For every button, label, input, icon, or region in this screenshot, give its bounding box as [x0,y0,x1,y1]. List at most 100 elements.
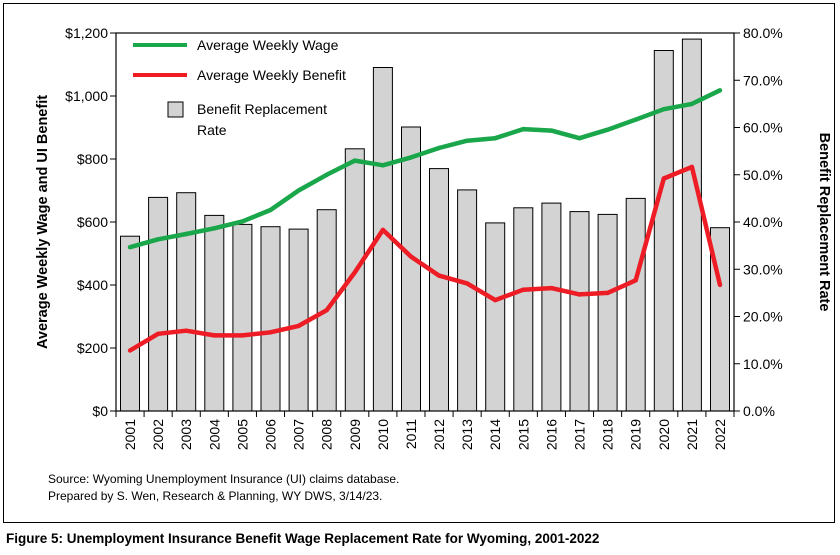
point-average-weekly-benefit-2005 [240,333,245,338]
right-tick-label: 0.0% [743,403,775,419]
point-average-weekly-wage-2020 [661,107,666,112]
point-average-weekly-benefit-2008 [324,308,329,313]
point-average-weekly-wage-2006 [268,207,273,213]
legend-label-benefit: Average Weekly Benefit [197,67,346,83]
x-tick-label: 2021 [684,419,700,450]
point-average-weekly-benefit-2003 [184,328,189,333]
left-tick-label: $800 [77,151,108,167]
point-average-weekly-wage-2008 [324,172,329,177]
left-tick-label: $400 [77,277,108,293]
x-tick-label: 2017 [572,419,588,450]
x-tick-label: 2011 [403,419,419,449]
point-average-weekly-benefit-2016 [549,285,554,291]
point-average-weekly-wage-2003 [184,231,189,237]
point-average-weekly-wage-2016 [549,128,554,133]
right-tick-label: 30.0% [743,261,783,277]
bar-2014 [485,222,506,412]
left-tick-label: $200 [77,340,108,356]
point-average-weekly-benefit-2011 [408,254,414,259]
x-tick-label: 2014 [487,419,503,450]
point-average-weekly-benefit-2021 [689,164,695,170]
legend-label-wage: Average Weekly Wage [197,37,339,53]
left-axis-title: Average Weekly Wage and UI Benefit [35,95,51,349]
x-tick-label: 2019 [628,419,644,450]
point-average-weekly-benefit-2009 [352,270,357,275]
right-tick-label: 10.0% [743,356,783,372]
legend: Average Weekly Wage Average Weekly Benef… [133,37,346,138]
line-average-weekly-wage [129,88,721,250]
x-tick-label: 2009 [347,419,363,450]
x-tick-label: 2007 [291,419,307,450]
right-axis-title: Benefit Replacement Rate [816,133,832,312]
point-average-weekly-benefit-2015 [521,287,526,292]
chart-frame [3,3,835,523]
x-tick-label: 2020 [656,419,672,450]
right-tick-label: 70.0% [743,72,783,88]
point-average-weekly-benefit-2014 [493,297,498,303]
x-tick-label: 2002 [150,419,166,450]
point-average-weekly-wage-2005 [240,219,245,224]
bar-2018 [597,213,618,412]
point-average-weekly-benefit-2002 [155,331,161,336]
legend-label-rate-line2: Rate [197,122,227,138]
point-average-weekly-benefit-2012 [436,273,442,278]
left-tick-label: $0 [92,403,108,419]
bar-2005 [232,223,253,412]
point-average-weekly-wage-2014 [493,136,498,141]
point-average-weekly-wage-2019 [633,117,638,122]
bar-2013 [457,189,478,412]
point-average-weekly-benefit-2007 [296,323,301,329]
point-average-weekly-benefit-2018 [605,290,610,296]
x-tick-label: 2006 [263,419,279,450]
line-average-weekly-benefit [128,164,723,353]
legend-label-rate-line1: Benefit Replacement [197,101,327,117]
point-average-weekly-benefit-2017 [577,292,582,297]
bar-2012 [429,168,449,412]
bar-2004 [204,214,225,412]
point-average-weekly-wage-2009 [352,158,357,163]
point-average-weekly-wage-2011 [408,155,414,160]
point-average-weekly-benefit-2010 [380,227,386,233]
point-average-weekly-benefit-2004 [212,333,217,338]
bar-2003 [176,192,197,412]
bar-2001 [120,235,140,412]
bar-2006 [260,226,281,412]
point-average-weekly-wage-2010 [380,163,386,168]
x-tick-label: 2010 [375,419,391,450]
point-average-weekly-wage-2015 [521,126,526,132]
x-tick-label: 2003 [178,419,194,450]
x-axis: 2001 2002 2003 2004 2005 2006 2007 2008 2009 2010… [115,411,735,450]
right-tick-label: 20.0% [743,309,783,325]
point-average-weekly-wage-2018 [605,127,610,132]
point-average-weekly-wage-2013 [464,138,470,143]
right-tick-label: 50.0% [743,167,783,183]
point-average-weekly-wage-2002 [155,237,161,242]
bar-2019 [625,197,646,412]
x-tick-label: 2012 [431,419,447,450]
x-tick-label: 2005 [234,419,250,450]
right-tick-label: 80.0% [743,25,783,41]
point-average-weekly-wage-2022 [717,88,723,93]
right-tick-label: 60.0% [743,120,783,136]
legend-swatch-rate [167,101,184,118]
bar-2021 [681,38,702,412]
point-average-weekly-benefit-2020 [661,176,666,181]
x-tick-label: 2022 [712,419,728,450]
right-axis: 0.0% 10.0% 20.0% 30.0% 40.0% 50.0% 60.0% 70.0% 8… [734,25,783,419]
left-tick-label: $1,000 [65,88,108,104]
point-average-weekly-benefit-2001 [127,348,133,353]
point-average-weekly-benefit-2019 [633,278,638,283]
x-tick-label: 2004 [206,419,222,450]
x-tick-label: 2015 [515,419,531,450]
point-average-weekly-benefit-2006 [268,330,273,335]
left-tick-label: $600 [77,214,108,230]
point-average-weekly-wage-2001 [127,245,133,250]
bar-2002 [148,196,169,412]
x-tick-label: 2008 [319,419,335,450]
point-average-weekly-benefit-2013 [464,281,470,286]
bar-series [120,38,730,412]
point-average-weekly-wage-2007 [296,188,301,193]
source-line-1: Source: Wyoming Unemployment Insurance (… [48,472,400,486]
point-average-weekly-wage-2021 [689,101,695,107]
